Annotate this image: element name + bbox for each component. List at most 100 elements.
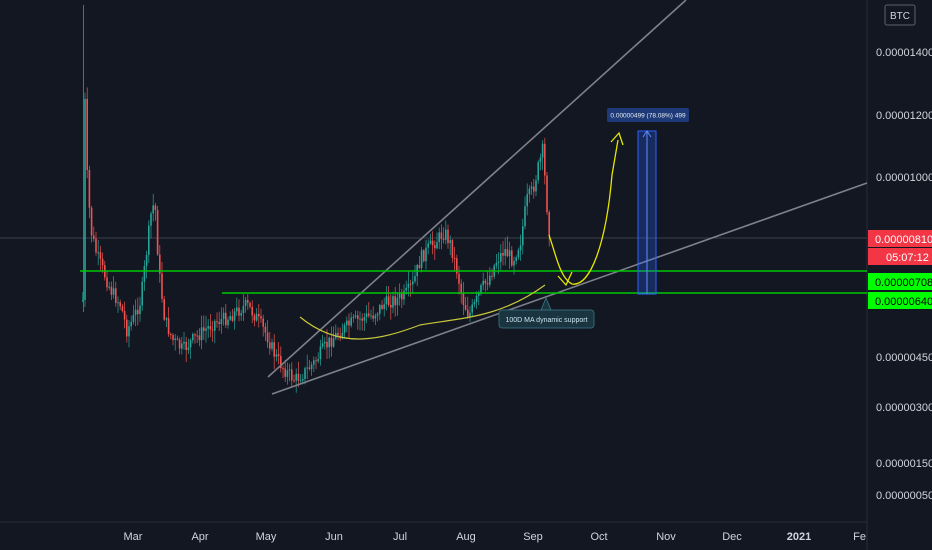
candle-body (253, 315, 256, 321)
candle-body (172, 334, 174, 341)
candle-body (445, 229, 447, 240)
candle-body (396, 297, 399, 306)
candle-body (506, 249, 509, 257)
candle-body (280, 355, 282, 369)
candle-body (533, 186, 535, 192)
candle-body (497, 261, 500, 263)
candle-body (141, 281, 143, 306)
support-tag-708 (868, 273, 932, 290)
x-tick-label: Jun (325, 531, 343, 543)
candle-body (383, 304, 385, 309)
x-tick-label: Jul (393, 531, 407, 543)
candle-body (348, 320, 350, 326)
symbol-badge[interactable] (884, 4, 916, 26)
candle-body (183, 341, 185, 344)
candle-body (308, 367, 311, 369)
candle-body (436, 242, 438, 249)
candle-body (376, 313, 379, 316)
candle-body (304, 368, 306, 380)
candle-body (249, 302, 251, 307)
candle-body (359, 318, 361, 320)
projection-arrow-down-icon (557, 271, 573, 287)
x-tick-label: Fe (853, 531, 866, 543)
countdown-tag-label: 05:07:12 (886, 252, 929, 264)
ma-100d-curve[interactable] (299, 284, 546, 340)
candle-body (398, 294, 401, 298)
candle-body (332, 338, 335, 347)
candle-body (203, 327, 205, 331)
candle-body (269, 342, 271, 349)
measure-arrow-icon (642, 130, 652, 138)
candle-body (541, 143, 544, 158)
candle-body (150, 213, 152, 226)
candle-body (271, 342, 273, 349)
candle-body (240, 313, 242, 316)
candle-body (251, 306, 253, 316)
candle-body (352, 316, 355, 318)
candle-body (273, 342, 275, 357)
candle-body (291, 369, 293, 381)
candle-body (185, 341, 187, 350)
candle-body (368, 313, 370, 316)
x-tick-label: Aug (456, 531, 476, 543)
candle-body (286, 370, 289, 377)
candle-body (266, 332, 269, 343)
candle-body (126, 319, 128, 337)
candle-body (385, 296, 388, 305)
candle-body (438, 232, 440, 243)
candle-body (337, 332, 339, 336)
lower-trendline[interactable] (271, 182, 868, 395)
candle-body (170, 334, 172, 336)
time-axis[interactable]: Mar Apr May Jun Jul Aug Sep Oct Nov Dec … (124, 531, 866, 543)
candle-body (205, 328, 207, 331)
measure-label-box (607, 108, 689, 122)
candle-body (317, 359, 319, 362)
candle-body (407, 283, 410, 288)
candle-body (467, 309, 469, 317)
candle-body (315, 360, 317, 362)
projection-path[interactable] (548, 139, 619, 285)
candle-body (471, 304, 473, 313)
measure-label: 0.00000499 (78.08%) 499 (610, 113, 686, 120)
candle-body (394, 296, 396, 306)
price-axis[interactable]: 0.00001400 0.00001200 0.00001000 0.00000… (876, 47, 932, 502)
support-tag-640 (868, 292, 932, 309)
current-price-tag-label: 0.00000810 (875, 234, 932, 246)
x-tick-label: May (256, 531, 277, 543)
candle-body (209, 326, 212, 330)
candle-body (414, 276, 416, 282)
candle-body (121, 306, 124, 311)
candle-body (110, 286, 113, 295)
candle-body (117, 302, 119, 304)
candle-body (319, 346, 322, 360)
candle-body (486, 283, 489, 285)
candle-body (482, 280, 484, 286)
y-tick-label: 0.00000300 (876, 402, 932, 414)
candle-body (401, 294, 403, 300)
candle-body (341, 332, 344, 339)
candle-body (225, 312, 227, 326)
ma-callout-label: 100D MA dynamic support (505, 317, 587, 324)
candle-body (242, 305, 245, 314)
candle-body (128, 326, 130, 337)
candle-body (244, 299, 247, 306)
candle-body (181, 343, 183, 349)
candle-body (458, 273, 460, 284)
candle-body (420, 250, 423, 268)
candle-body (515, 257, 517, 262)
candle-body (86, 98, 88, 171)
candle-body (326, 341, 328, 348)
upper-trendline[interactable] (267, 0, 687, 378)
candle-body (449, 240, 451, 244)
candle-body (370, 315, 372, 317)
candle-body (139, 305, 141, 315)
candle-body (381, 304, 383, 309)
candle-body (350, 317, 352, 326)
candle-body (233, 311, 236, 321)
candle-body (148, 225, 150, 255)
candle-body (200, 327, 203, 341)
candle-body (88, 170, 91, 208)
x-tick-label: Apr (191, 531, 208, 543)
